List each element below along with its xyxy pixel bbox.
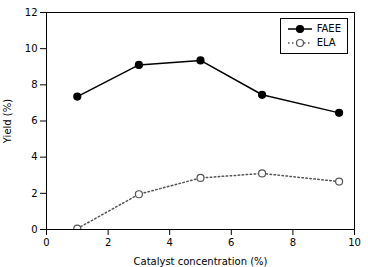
svg-text:2: 2	[105, 237, 111, 248]
svg-text:Catalyst concentration (%): Catalyst concentration (%)	[134, 256, 268, 267]
svg-text:Yield (%): Yield (%)	[2, 99, 13, 144]
svg-text:4: 4	[31, 151, 37, 162]
svg-text:2: 2	[31, 188, 37, 199]
svg-text:4: 4	[167, 237, 173, 248]
svg-text:6: 6	[31, 115, 37, 126]
html-text:FAEE: FAEE	[316, 23, 341, 34]
svg-text:6: 6	[228, 237, 234, 248]
svg-text:8: 8	[290, 237, 296, 248]
svg-text:8: 8	[31, 79, 37, 90]
svg-text:10: 10	[25, 43, 38, 54]
svg-text:12: 12	[25, 7, 38, 18]
svg-text:10: 10	[348, 237, 361, 248]
html-text:ELA: ELA	[316, 37, 336, 48]
svg-text:0: 0	[31, 224, 37, 235]
svg-text:0: 0	[43, 237, 49, 248]
